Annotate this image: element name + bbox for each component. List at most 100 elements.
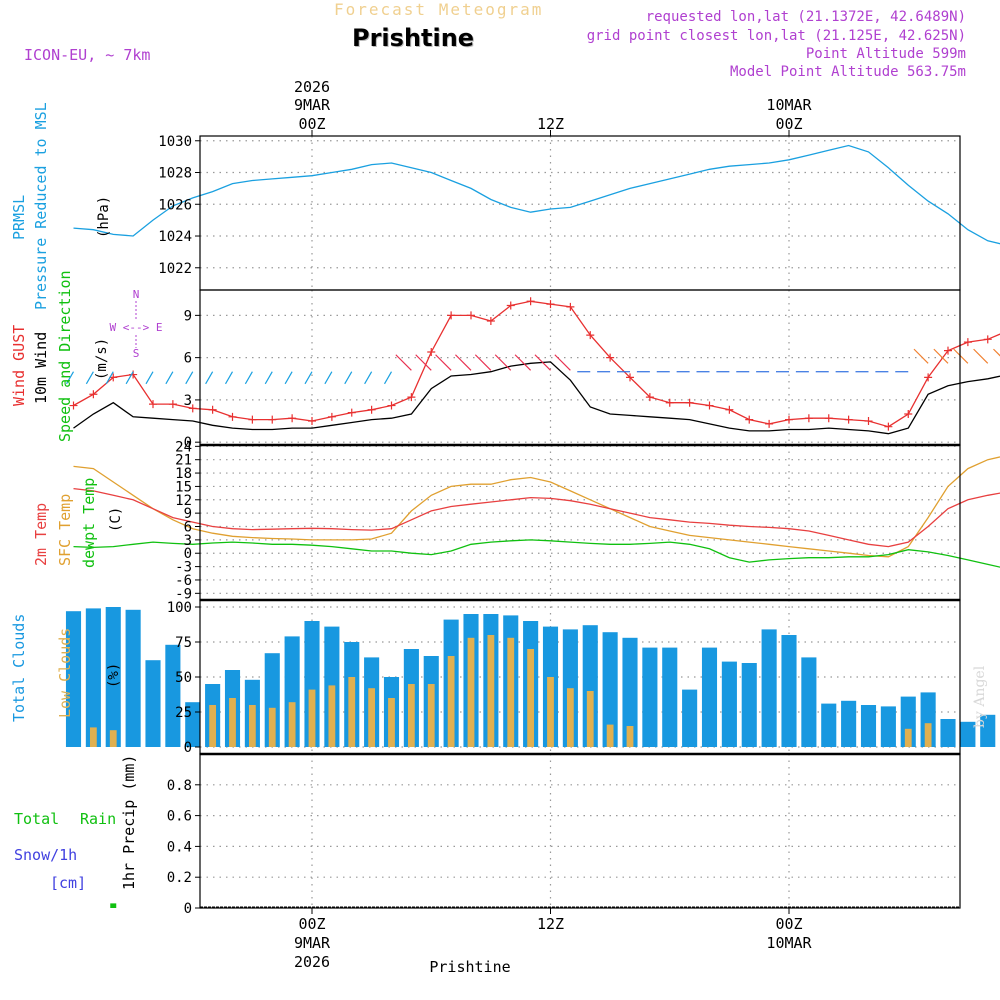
- gust-marker: [864, 417, 873, 426]
- total-cloud-bar: [920, 692, 936, 747]
- precip-tick-label: 0.2: [167, 870, 192, 886]
- low-cloud-bar: [626, 726, 634, 747]
- pressure-tick-label: 1030: [158, 134, 192, 150]
- low-cloud-bar: [388, 698, 395, 747]
- pressure-tick-label: 1028: [158, 166, 192, 182]
- temp-tick-label: -6: [175, 573, 192, 589]
- wind-arrow: [973, 348, 989, 364]
- gust-marker: [904, 410, 913, 418]
- requested-coords: requested lon,lat (21.1372E, 42.6489N): [645, 9, 966, 25]
- wind-gust-label: Wind GUST: [10, 325, 28, 406]
- wind-arrow: [165, 371, 174, 385]
- gust-marker: [804, 414, 813, 423]
- wind-arrow: [344, 371, 353, 385]
- total-cloud-bar: [781, 635, 797, 747]
- grid-point-coords: grid point closest lon,lat (21.125E, 42.…: [586, 28, 966, 44]
- gust-marker: [188, 404, 197, 413]
- gust-marker: [288, 414, 297, 423]
- clouds-unit-label: (%): [106, 663, 122, 688]
- low-cloud-bar: [527, 649, 535, 747]
- gust-marker: [884, 422, 893, 431]
- gust-marker: [685, 398, 694, 407]
- wind-arrow: [125, 371, 134, 385]
- snow-label: Snow/1h: [14, 846, 77, 864]
- temp2m-line: [73, 487, 1000, 548]
- pressure-unit-label: (hPa): [96, 196, 112, 238]
- dewpt-line: [73, 539, 1000, 568]
- gust-marker: [89, 390, 98, 399]
- wind-arrow: [244, 371, 253, 385]
- precip-tick-label: 0.4: [167, 839, 192, 855]
- gust-marker: [586, 331, 595, 340]
- wind-arrow: [435, 354, 452, 371]
- gust-marker: [268, 415, 277, 424]
- wind-arrow: [324, 371, 333, 385]
- total-cloud-bar: [721, 661, 737, 747]
- temp-tick-label: 21: [175, 453, 192, 469]
- low-cloud-bar: [328, 685, 336, 747]
- wind-tick-label: 9: [184, 308, 192, 324]
- sfc-temp-line: [73, 456, 1000, 558]
- total-cloud-bar: [284, 636, 300, 747]
- wind-arrow: [993, 348, 1000, 357]
- total-cloud-bar: [145, 660, 161, 747]
- dewpt-label: dewpt Temp: [80, 478, 98, 568]
- total-cloud-bar: [682, 689, 698, 747]
- temp-unit-label: (C): [108, 507, 124, 532]
- wind-arrow: [953, 348, 969, 364]
- low-cloud-bar: [586, 691, 594, 747]
- wind-tick-label: 6: [184, 351, 192, 367]
- wind-arrow: [455, 354, 472, 371]
- gust-marker: [963, 338, 972, 347]
- total-cloud-bar: [125, 609, 141, 747]
- gust-marker: [725, 405, 734, 414]
- gust-marker: [387, 401, 396, 410]
- wind-arrow: [105, 371, 114, 385]
- gust-marker: [526, 297, 535, 306]
- wind-arrow: [474, 354, 492, 371]
- low-cloud-bar: [507, 637, 515, 747]
- total-cloud-bar: [304, 621, 320, 747]
- temp-tick-label: 15: [175, 479, 192, 495]
- low-cloud-bar: [288, 702, 296, 747]
- clouds-tick-label: 0: [184, 740, 192, 756]
- bottom-date-label: 9MAR: [294, 934, 331, 952]
- low-cloud-bar: [427, 684, 435, 747]
- wind-arrow: [383, 371, 393, 385]
- grid-layer: [200, 136, 960, 909]
- frame-layer: [195, 130, 961, 914]
- temp-tick-label: 24: [175, 439, 192, 455]
- wind-tick-label: 0: [184, 435, 192, 451]
- wind-arrow: [145, 371, 154, 385]
- total-cloud-bar: [264, 653, 280, 747]
- top-time-label: 12Z: [537, 115, 564, 133]
- model-label: ICON-EU, ~ 7km: [24, 46, 151, 64]
- temp-tick-label: 0: [184, 546, 192, 562]
- location-title: Prishtine: [352, 24, 475, 52]
- gust-marker: [407, 393, 416, 402]
- prmsl-label: PRMSL: [10, 195, 28, 240]
- low-cloud-bar: [904, 728, 912, 747]
- gust-marker: [69, 401, 78, 410]
- pressure-tick-label: 1024: [158, 229, 192, 245]
- gust-marker: [506, 301, 515, 310]
- low-cloud-bar: [487, 635, 495, 747]
- low-cloud-bar: [547, 677, 554, 747]
- wind-10m-label: 10m Wind: [32, 332, 50, 404]
- bottom-time-label: 00Z: [775, 915, 802, 933]
- gust-marker: [327, 412, 336, 421]
- gust-marker: [705, 401, 714, 410]
- panel-frame: [199, 444, 961, 601]
- temp-tick-label: -3: [175, 560, 192, 576]
- bottom-year-label: 2026: [294, 953, 330, 971]
- gust-marker: [228, 412, 237, 421]
- compass-west-east: W <--> E: [110, 321, 163, 334]
- total-cloud-bar: [940, 719, 956, 747]
- compass-north: N: [133, 288, 140, 301]
- compass-south: S: [133, 347, 140, 360]
- top-year-label: 2026: [294, 78, 330, 96]
- bottom-time-label: 12Z: [537, 915, 564, 933]
- gust-marker: [546, 300, 555, 309]
- precip-tick-label: 0.6: [167, 809, 192, 825]
- gust-marker: [248, 415, 257, 424]
